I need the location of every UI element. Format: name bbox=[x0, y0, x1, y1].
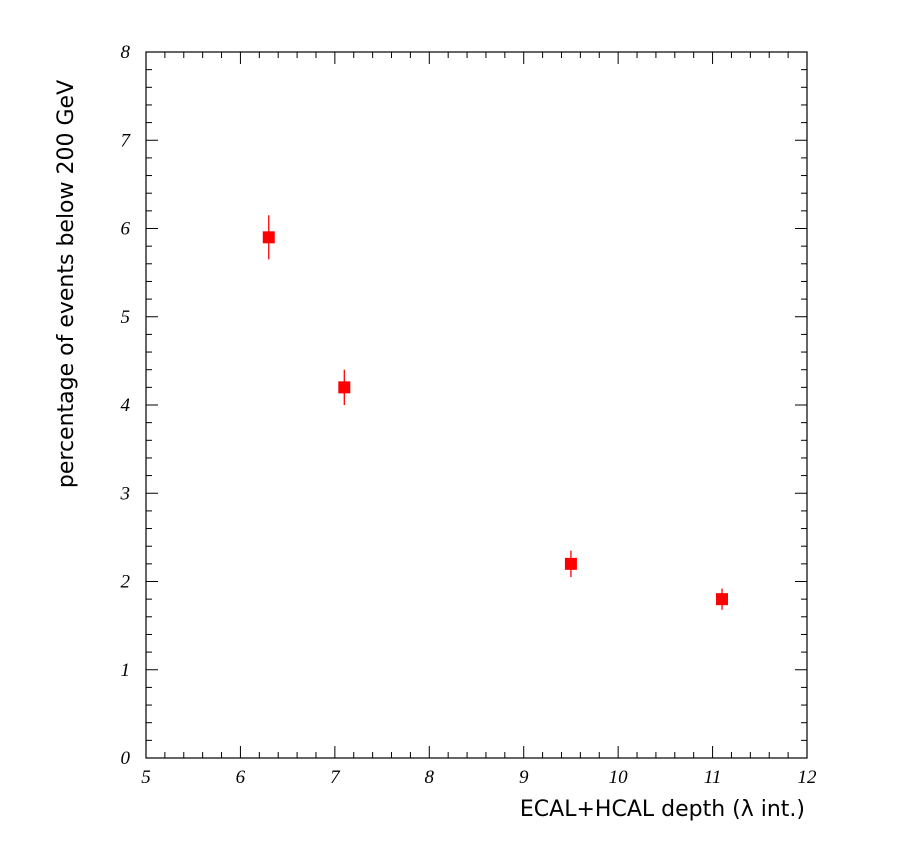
data-point bbox=[564, 557, 577, 570]
x-tick-label: 9 bbox=[519, 767, 529, 788]
data-point bbox=[338, 381, 351, 394]
y-tick-label: 7 bbox=[121, 130, 132, 151]
data-point bbox=[262, 231, 275, 244]
y-tick-labels: 0 1 2 3 4 5 6 7 8 bbox=[120, 42, 132, 769]
major-ticks bbox=[145, 51, 808, 759]
x-tick-label: 12 bbox=[798, 767, 818, 788]
data-points bbox=[262, 231, 729, 606]
x-tick-label: 7 bbox=[330, 767, 341, 788]
y-tick-label: 6 bbox=[121, 219, 131, 240]
y-tick-label: 2 bbox=[121, 572, 131, 593]
y-tick-label: 4 bbox=[121, 395, 131, 416]
x-tick-label: 10 bbox=[609, 767, 629, 788]
y-tick-label: 0 bbox=[121, 748, 131, 769]
y-axis-title: percentage of events below 200 GeV bbox=[54, 80, 79, 488]
y-tick-label: 5 bbox=[121, 307, 131, 328]
data-point bbox=[716, 593, 729, 606]
x-tick-label: 5 bbox=[141, 767, 151, 788]
x-tick-label: 8 bbox=[425, 767, 435, 788]
plot-frame bbox=[145, 51, 808, 759]
x-tick-label: 11 bbox=[704, 767, 722, 788]
y-tick-label: 3 bbox=[120, 483, 131, 504]
minor-ticks bbox=[146, 52, 807, 758]
y-tick-label: 8 bbox=[121, 42, 131, 63]
x-axis-title: ECAL+HCAL depth (λ int.) bbox=[520, 797, 805, 822]
x-tick-label: 6 bbox=[236, 767, 246, 788]
x-tick-labels: 5 6 7 8 9 10 11 12 bbox=[141, 767, 817, 788]
error-bars bbox=[268, 215, 723, 610]
y-tick-label: 1 bbox=[121, 660, 131, 681]
